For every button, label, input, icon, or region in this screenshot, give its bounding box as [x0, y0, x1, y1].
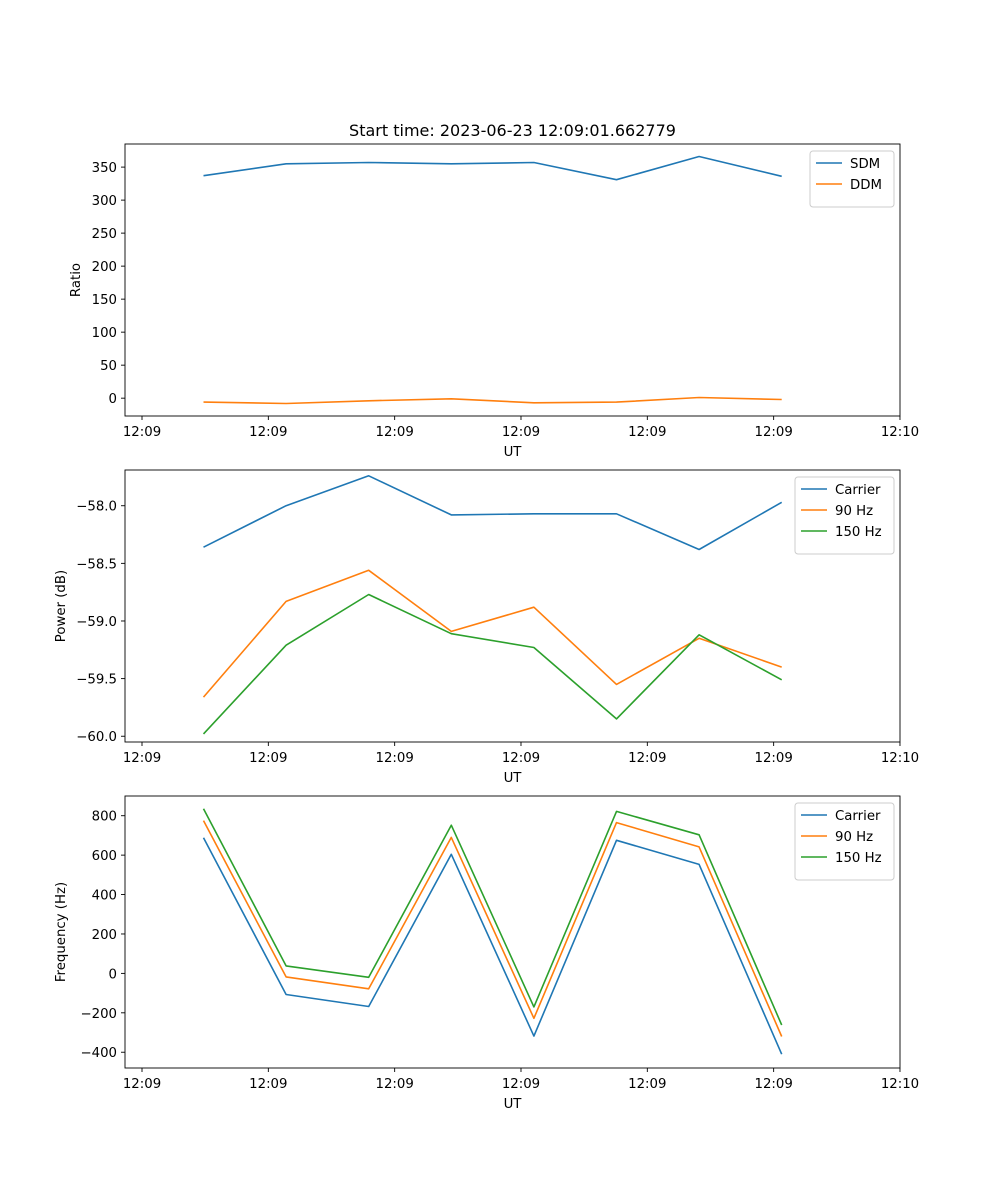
y-tick-label: −60.0: [76, 730, 117, 745]
legend-label: Carrier: [835, 483, 881, 498]
y-tick-label: 0: [109, 392, 117, 407]
x-tick-label: 12:09: [249, 1077, 287, 1092]
x-tick-label: 12:09: [249, 751, 287, 766]
y-tick-label: 350: [92, 161, 117, 176]
x-axis-label: UT: [504, 445, 523, 460]
x-tick-label: 12:09: [375, 751, 413, 766]
series-line-carrier: [202, 837, 783, 1055]
x-axis-label: UT: [504, 1097, 523, 1112]
y-tick-label: 400: [92, 889, 117, 904]
x-tick-label: 12:10: [881, 1077, 919, 1092]
x-tick-label: 12:09: [502, 1077, 540, 1092]
y-tick-label: −58.0: [76, 500, 117, 515]
panels: 12:09 12:09 12:09 12:09 12:09 12:09 12:10 0 50 10…: [54, 143, 919, 1112]
y-tick-label: 200: [92, 928, 117, 943]
legend-label: DDM: [850, 178, 882, 193]
x-tick-label: 12:10: [881, 751, 919, 766]
legend-label: Carrier: [835, 809, 881, 824]
y-axis-label: Ratio: [69, 263, 84, 297]
y-tick-label: 50: [100, 359, 117, 374]
legend: Carrier 90 Hz 150 Hz: [794, 476, 895, 555]
series-line-90-hz: [202, 569, 782, 698]
x-tick-label: 12:09: [123, 425, 161, 440]
x-tick-label: 12:09: [754, 751, 792, 766]
legend-label: 90 Hz: [835, 830, 873, 845]
x-tick-label: 12:09: [628, 751, 666, 766]
y-axis-label: Frequency (Hz): [54, 882, 69, 982]
y-tick-label: 600: [92, 849, 117, 864]
chart-title: Start time: 2023-06-23 12:09:01.662779: [349, 121, 676, 140]
series-line-sdm: [203, 155, 782, 181]
legend: SDM DDM: [809, 150, 895, 208]
y-tick-label: 800: [92, 810, 117, 825]
legend-box: [794, 802, 895, 881]
x-tick-label: 12:10: [881, 425, 919, 440]
legend-label: 150 Hz: [835, 851, 882, 866]
y-tick-label: 0: [109, 967, 117, 982]
legend-label: 150 Hz: [835, 525, 882, 540]
x-tick-label: 12:09: [375, 1077, 413, 1092]
y-tick-label: 100: [92, 326, 117, 341]
y-tick-label: −200: [80, 1007, 117, 1022]
axes-frame: [124, 795, 901, 1069]
y-axis-label: Power (dB): [54, 570, 69, 642]
series-line-ddm: [203, 396, 782, 405]
panel-3: 12:09 12:09 12:09 12:09 12:09 12:09 12:10 −400 −…: [54, 795, 919, 1112]
x-tick-label: 12:09: [754, 1077, 792, 1092]
y-tick-label: 150: [92, 293, 117, 308]
x-tick-label: 12:09: [375, 425, 413, 440]
x-tick-label: 12:09: [123, 751, 161, 766]
x-tick-label: 12:09: [754, 425, 792, 440]
panel-2: 12:09 12:09 12:09 12:09 12:09 12:09 12:10 −60.0…: [54, 469, 919, 786]
x-tick-label: 12:09: [628, 425, 666, 440]
x-tick-label: 12:09: [249, 425, 287, 440]
axes-frame: [124, 143, 901, 417]
y-tick-label: −59.0: [76, 615, 117, 630]
y-tick-label: −59.5: [76, 673, 117, 688]
y-tick-label: 250: [92, 227, 117, 242]
y-tick-label: −58.5: [76, 557, 117, 572]
axes-frame: [124, 469, 901, 743]
x-tick-label: 12:09: [123, 1077, 161, 1092]
x-tick-label: 12:09: [502, 751, 540, 766]
x-tick-label: 12:09: [502, 425, 540, 440]
panel-1: 12:09 12:09 12:09 12:09 12:09 12:09 12:10 0 50 10…: [69, 143, 919, 460]
y-tick-label: 200: [92, 260, 117, 275]
series-line-carrier: [203, 474, 783, 551]
y-tick-label: −400: [80, 1046, 117, 1061]
legend-label: SDM: [850, 157, 880, 172]
series-line-150-hz: [202, 593, 783, 735]
legend: Carrier 90 Hz 150 Hz: [794, 802, 895, 881]
series-line-150-hz: [202, 808, 783, 1026]
legend-label: 90 Hz: [835, 504, 873, 519]
legend-box: [809, 150, 895, 208]
x-tick-label: 12:09: [628, 1077, 666, 1092]
series-line-90-hz: [202, 820, 783, 1037]
x-axis-label: UT: [504, 771, 523, 786]
y-tick-label: 300: [92, 194, 117, 209]
legend-box: [794, 476, 895, 555]
